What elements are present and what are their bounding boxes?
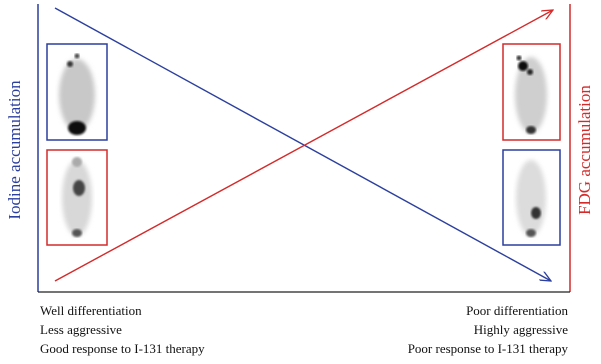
- right-note: Poor differentiation: [466, 303, 568, 318]
- left-axis-label: Iodine accumulation: [5, 80, 24, 220]
- left-note: Well differentiation: [40, 303, 142, 318]
- right-note: Highly aggressive: [474, 322, 568, 337]
- diagram: Iodine accumulation FDG accumulation Wel…: [0, 0, 601, 364]
- scan-image: [503, 44, 560, 140]
- right-axis-label: FDG accumulation: [575, 85, 594, 215]
- scan-image: [47, 44, 107, 140]
- left-note: Good response to I-131 therapy: [40, 341, 205, 356]
- scan-image: [47, 150, 107, 245]
- left-note: Less aggressive: [40, 322, 122, 337]
- scan-image: [503, 150, 560, 245]
- right-note: Poor response to I-131 therapy: [408, 341, 569, 356]
